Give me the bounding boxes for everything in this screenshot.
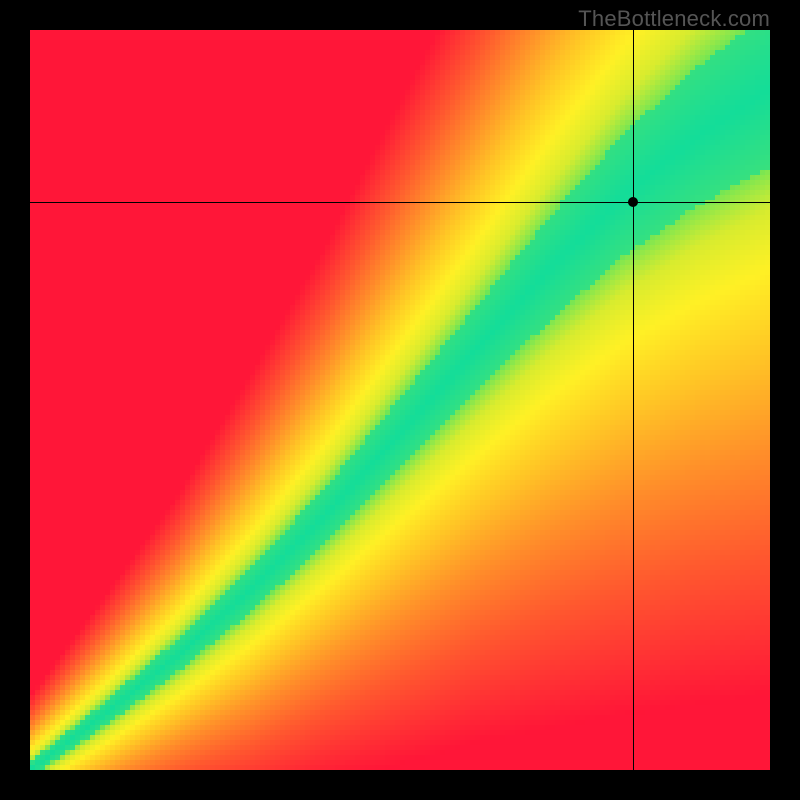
figure-container: TheBottleneck.com: [0, 0, 800, 800]
crosshair-horizontal: [30, 202, 770, 203]
crosshair-vertical: [633, 30, 634, 770]
plot-area: [30, 30, 770, 770]
heatmap-canvas: [30, 30, 770, 770]
crosshair-marker: [628, 197, 638, 207]
watermark-text: TheBottleneck.com: [578, 6, 770, 32]
